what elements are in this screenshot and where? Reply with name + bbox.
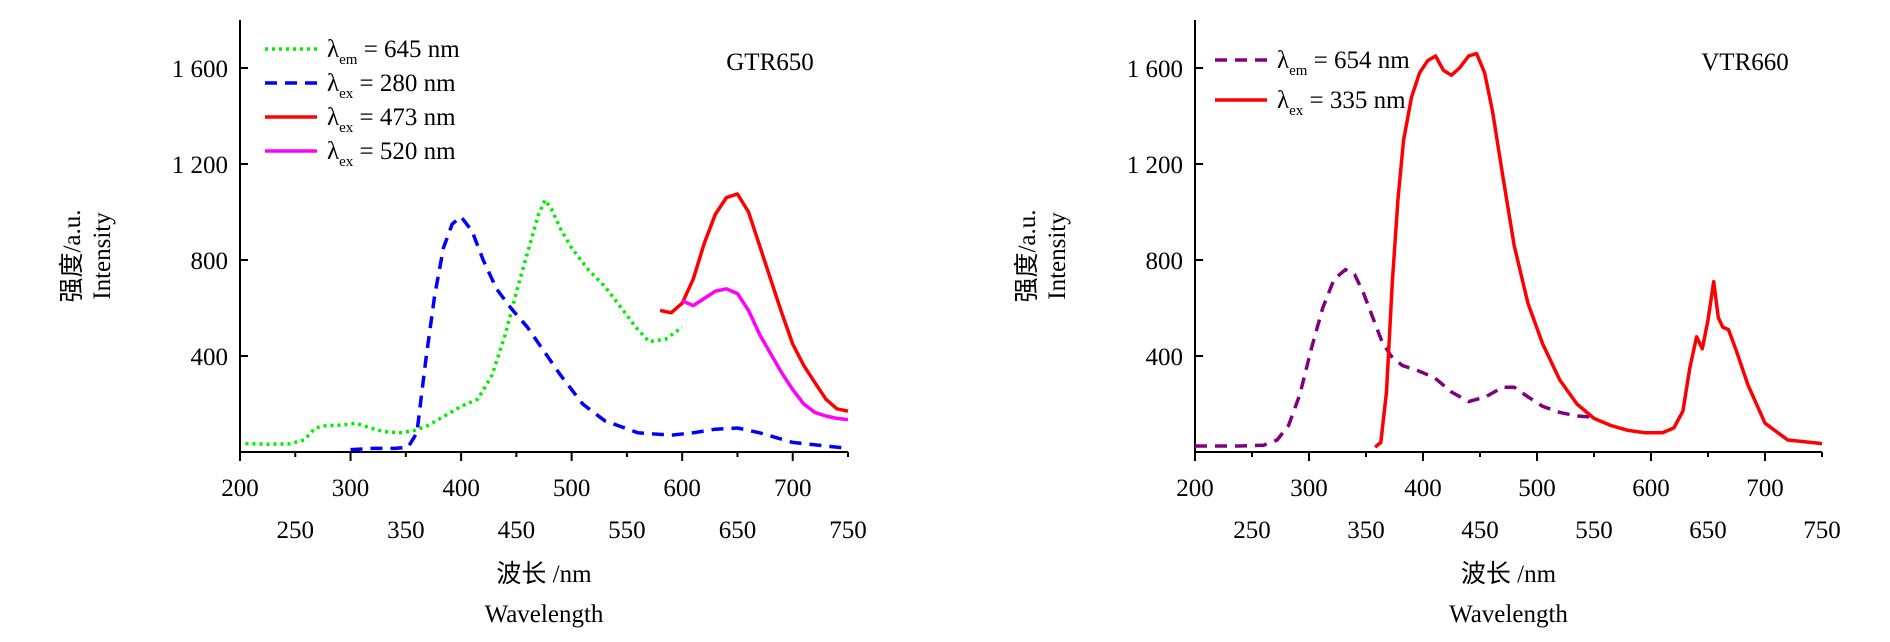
legend-value: = 335 nm xyxy=(1303,87,1406,114)
x-tick-label: 500 xyxy=(1518,475,1556,502)
x-tick-label: 300 xyxy=(1290,475,1328,502)
legend-subscript: ex xyxy=(339,120,354,136)
legend-entry: λex = 473 nm xyxy=(327,104,456,136)
legend-value: = 520 nm xyxy=(353,138,456,165)
chart-panel-1: 400 800 1 200 1 600 200 300 400 500 600 700 250 350… xyxy=(58,20,867,628)
legend-entry: λem = 654 nm xyxy=(1277,47,1410,79)
y-tick-label: 400 xyxy=(1146,344,1184,371)
x-axis-title: 波长 /nm xyxy=(1461,560,1557,588)
panel-title: VTR660 xyxy=(1701,49,1789,76)
y-tick-label: 800 xyxy=(191,248,229,275)
legend-lambda: λ xyxy=(327,138,339,165)
x-tick-label: 300 xyxy=(332,475,370,502)
series-line xyxy=(1373,51,1823,449)
x-tick-label: 650 xyxy=(719,517,757,544)
y-tick-label: 1 600 xyxy=(1127,56,1183,83)
chart-panel-2: 400 800 1 200 1 600 200 300 400 500 600 700 250 350… xyxy=(1013,20,1841,628)
legend-subscript: ex xyxy=(1289,103,1304,119)
legend-entry: λem = 645 nm xyxy=(327,36,460,68)
legend-lambda: λ xyxy=(327,70,339,97)
y-tick-label: 400 xyxy=(191,344,229,371)
legend-entry: λex = 280 nm xyxy=(327,70,456,102)
legend-subscript: ex xyxy=(339,154,354,170)
series-line xyxy=(245,198,684,447)
legend-value: = 645 nm xyxy=(357,36,460,63)
x-tick-label: 700 xyxy=(1746,475,1784,502)
x-tick-label: 450 xyxy=(498,517,536,544)
legend-lambda: λ xyxy=(1277,47,1289,74)
legend-value: = 654 nm xyxy=(1307,47,1410,74)
x-tick-label: 250 xyxy=(277,517,315,544)
x-axis-title-en: Wavelength xyxy=(485,601,604,628)
legend-lambda: λ xyxy=(327,104,339,131)
series-line xyxy=(1195,267,1595,448)
legend-value: = 280 nm xyxy=(353,70,456,97)
y-tick-label: 800 xyxy=(1146,248,1184,275)
x-tick-label: 600 xyxy=(663,475,701,502)
x-tick-label: 200 xyxy=(1176,475,1214,502)
panel-title: GTR650 xyxy=(726,49,814,76)
x-axis-title-en: Wavelength xyxy=(1449,601,1568,628)
x-tick-label: 550 xyxy=(608,517,646,544)
x-tick-label: 250 xyxy=(1233,517,1271,544)
x-tick-label: 450 xyxy=(1461,517,1499,544)
x-tick-label: 600 xyxy=(1632,475,1670,502)
y-tick-label: 1 200 xyxy=(1127,152,1183,179)
y-tick-label: 1 600 xyxy=(172,56,228,83)
legend-subscript: em xyxy=(1289,63,1308,79)
x-tick-label: 650 xyxy=(1689,517,1727,544)
x-tick-label: 550 xyxy=(1575,517,1613,544)
x-tick-label: 750 xyxy=(1803,517,1841,544)
x-tick-label: 400 xyxy=(1404,475,1442,502)
x-tick-label: 400 xyxy=(442,475,480,502)
series-line xyxy=(681,287,849,422)
x-tick-label: 350 xyxy=(387,517,425,544)
x-tick-label: 500 xyxy=(553,475,591,502)
series-line xyxy=(350,215,849,452)
legend-lambda: λ xyxy=(1277,87,1289,114)
legend-subscript: ex xyxy=(339,86,354,102)
x-tick-label: 750 xyxy=(829,517,867,544)
y-axis-title-en: Intensity xyxy=(89,212,116,300)
legend-lambda: λ xyxy=(327,36,339,63)
x-tick-label: 350 xyxy=(1347,517,1385,544)
legend-subscript: em xyxy=(339,52,358,68)
x-axis-title: 波长 /nm xyxy=(496,560,592,588)
y-tick-label: 1 200 xyxy=(172,152,228,179)
y-axis-title: 强度/a.u. xyxy=(1013,209,1041,302)
x-tick-label: 700 xyxy=(774,475,812,502)
y-axis-title: 强度/a.u. xyxy=(58,209,86,302)
y-axis-title-en: Intensity xyxy=(1044,212,1071,300)
legend-entry: λex = 335 nm xyxy=(1277,87,1406,119)
series-line xyxy=(659,192,849,413)
legend-entry: λex = 520 nm xyxy=(327,138,456,170)
x-tick-label: 200 xyxy=(221,475,259,502)
legend-value: = 473 nm xyxy=(353,104,456,131)
